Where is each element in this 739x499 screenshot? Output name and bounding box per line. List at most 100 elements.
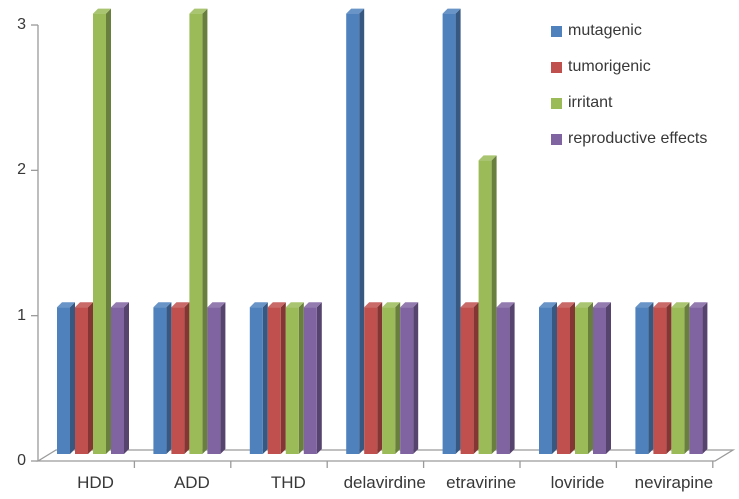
bar-top-face bbox=[442, 8, 461, 14]
bar-tumorigenic-thd bbox=[267, 302, 286, 454]
bar-front-face bbox=[57, 307, 70, 454]
x-axis-label-thd: THD bbox=[270, 473, 306, 492]
bar-front-face bbox=[400, 307, 414, 454]
bar-irritant-loviride bbox=[575, 302, 593, 454]
bar-side-face bbox=[702, 302, 708, 454]
bar-top-face bbox=[496, 302, 515, 308]
bar-top-face bbox=[93, 8, 111, 14]
bar-side-face bbox=[648, 302, 654, 454]
bar-side-face bbox=[88, 302, 93, 454]
bar-top-face bbox=[635, 302, 654, 308]
bar-top-face bbox=[382, 302, 401, 308]
bar-reproductive-effects-nevirapine bbox=[689, 302, 708, 454]
bar-irritant-nevirapine bbox=[671, 302, 690, 454]
bar-front-face bbox=[478, 160, 492, 454]
legend-item-tumorigenic: tumorigenic bbox=[551, 58, 651, 76]
bar-reproductive-effects-delavirdine bbox=[400, 302, 419, 454]
bar-irritant-add bbox=[189, 8, 208, 454]
bar-top-face bbox=[557, 302, 575, 308]
bar-side-face bbox=[298, 302, 304, 454]
bar-side-face bbox=[491, 155, 497, 454]
bar-front-face bbox=[593, 307, 606, 454]
bar-front-face bbox=[653, 307, 667, 454]
bar-front-face bbox=[346, 13, 360, 454]
bar-reproductive-effects-etravirine bbox=[496, 302, 515, 454]
bar-top-face bbox=[478, 155, 497, 161]
bar-side-face bbox=[359, 8, 365, 454]
legend-swatch-irritant bbox=[551, 97, 562, 109]
bar-top-face bbox=[346, 8, 365, 14]
bar-side-face bbox=[166, 302, 172, 454]
bar-top-face bbox=[689, 302, 708, 308]
bar-front-face bbox=[189, 13, 203, 454]
bar-front-face bbox=[267, 307, 281, 454]
bar-front-face bbox=[153, 307, 167, 454]
bar-top-face bbox=[400, 302, 419, 308]
bar-top-face bbox=[207, 302, 226, 308]
y-tick-label-2: 2 bbox=[17, 161, 26, 179]
bar-top-face bbox=[460, 302, 479, 308]
bar-front-face bbox=[671, 307, 685, 454]
y-tick-label-3: 3 bbox=[17, 16, 26, 33]
bar-top-face bbox=[153, 302, 172, 308]
bar-front-face bbox=[442, 13, 456, 454]
bar-top-face bbox=[539, 302, 557, 308]
bar-side-face bbox=[473, 302, 479, 454]
bar-top-face bbox=[111, 302, 129, 308]
bar-reproductive-effects-add bbox=[207, 302, 226, 454]
bar-front-face bbox=[111, 307, 124, 454]
x-axis-label-loviride: loviride bbox=[550, 473, 605, 492]
bar-side-face bbox=[184, 302, 190, 454]
bar-side-face bbox=[280, 302, 286, 454]
bar-front-face bbox=[364, 307, 378, 454]
bar-front-face bbox=[171, 307, 185, 454]
bar-side-face bbox=[666, 302, 672, 454]
bar-tumorigenic-delavirdine bbox=[364, 302, 383, 454]
bar-top-face bbox=[171, 302, 190, 308]
bar-side-face bbox=[552, 302, 557, 454]
bar-top-face bbox=[653, 302, 672, 308]
bar-side-face bbox=[124, 302, 129, 454]
bar-irritant-thd bbox=[285, 302, 304, 454]
bar-front-face bbox=[635, 307, 649, 454]
bar-front-face bbox=[285, 307, 299, 454]
bar-side-face bbox=[570, 302, 575, 454]
bar-irritant-hdd bbox=[93, 8, 111, 454]
bar-side-face bbox=[588, 302, 593, 454]
bar-tumorigenic-loviride bbox=[557, 302, 575, 454]
bar-top-face bbox=[189, 8, 208, 14]
bar-side-face bbox=[455, 8, 461, 454]
bar-top-face bbox=[575, 302, 593, 308]
bar-reproductive-effects-thd bbox=[303, 302, 322, 454]
bar-mutagenic-hdd bbox=[57, 302, 75, 454]
bar-side-face bbox=[377, 302, 383, 454]
bar-reproductive-effects-loviride bbox=[593, 302, 611, 454]
legend-swatch-mutagenic bbox=[551, 25, 562, 37]
bar-mutagenic-thd bbox=[249, 302, 268, 454]
legend-label: irritant bbox=[568, 94, 613, 111]
bar-mutagenic-nevirapine bbox=[635, 302, 654, 454]
legend-swatch-reproductive-effects bbox=[551, 133, 562, 145]
bar-mutagenic-add bbox=[153, 302, 172, 454]
bar-tumorigenic-hdd bbox=[75, 302, 93, 454]
bar-tumorigenic-nevirapine bbox=[653, 302, 672, 454]
bar-top-face bbox=[57, 302, 75, 308]
y-tick-label-0: 0 bbox=[17, 452, 26, 469]
legend-item-irritant: irritant bbox=[551, 94, 612, 112]
bar-front-face bbox=[460, 307, 474, 454]
bar-irritant-delavirdine bbox=[382, 302, 401, 454]
bar-side-face bbox=[509, 302, 515, 454]
bar-tumorigenic-etravirine bbox=[460, 302, 479, 454]
bar-front-face bbox=[689, 307, 703, 454]
bar-front-face bbox=[207, 307, 221, 454]
legend-label: reproductive effects bbox=[568, 130, 708, 147]
bar-front-face bbox=[93, 13, 106, 454]
bar-front-face bbox=[539, 307, 552, 454]
x-axis-label-etravirine: etravirine bbox=[446, 473, 517, 492]
bar-mutagenic-delavirdine bbox=[346, 8, 365, 454]
y-tick-label-1: 1 bbox=[17, 306, 26, 324]
bar-side-face bbox=[220, 302, 226, 454]
bar-top-face bbox=[267, 302, 286, 308]
bar-side-face bbox=[106, 8, 111, 454]
